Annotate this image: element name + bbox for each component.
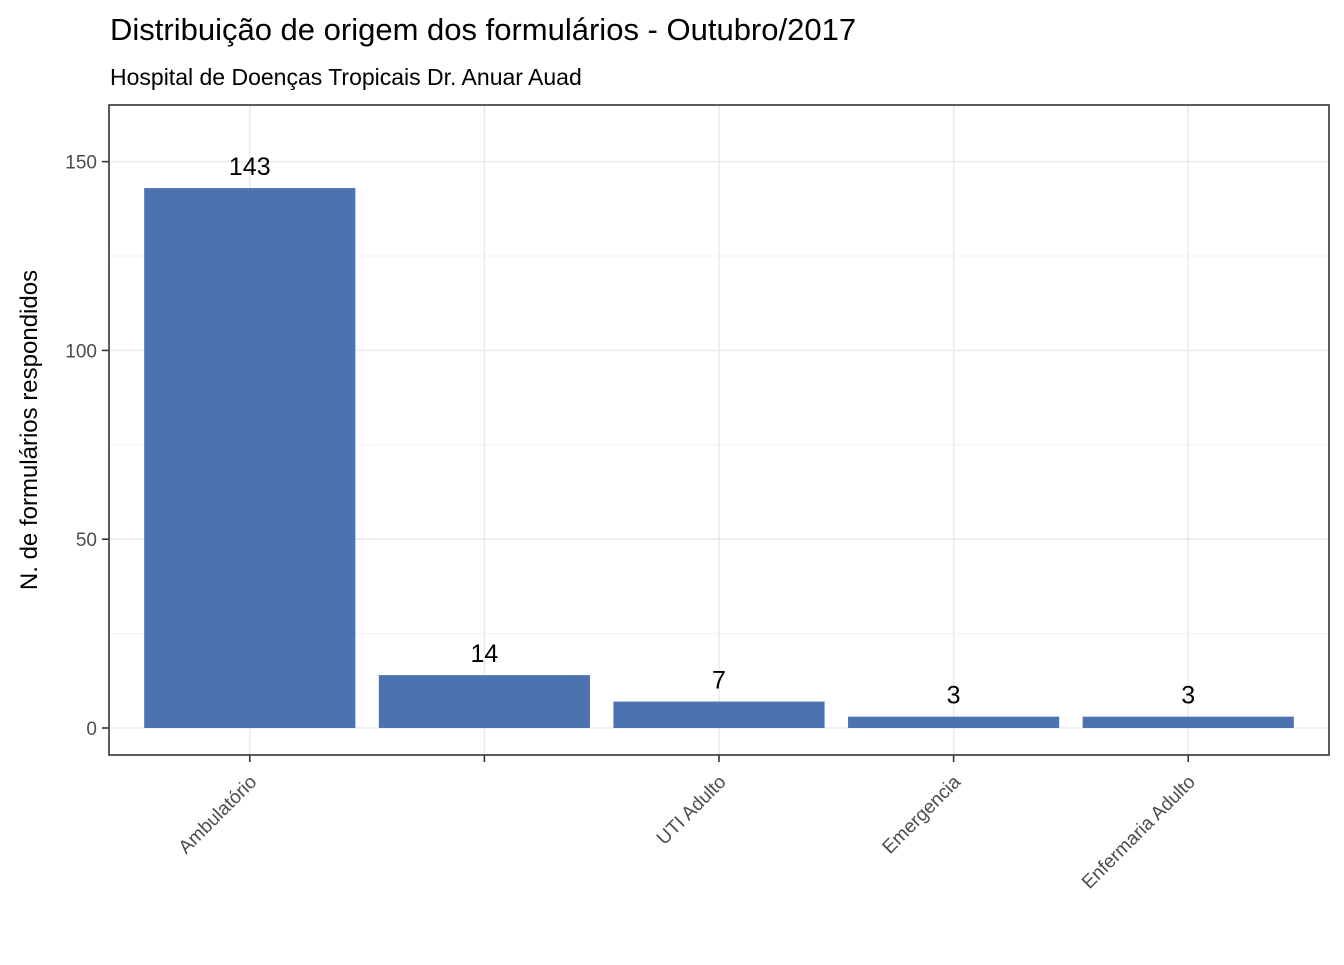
- bars: [144, 188, 1294, 729]
- y-tick-label: 0: [86, 719, 97, 740]
- data-label: 143: [229, 153, 271, 181]
- data-label: 14: [470, 640, 498, 668]
- y-axis-label: N. de formulários respondidos: [16, 270, 43, 590]
- y-tick-label: 150: [65, 153, 97, 174]
- bar: [144, 188, 356, 729]
- chart-title: Distribuição de origem dos formulários -…: [110, 12, 856, 47]
- bar: [378, 675, 590, 729]
- bar: [1082, 716, 1294, 729]
- data-label: 3: [1181, 682, 1195, 710]
- x-tick-label: UTI Adulto: [653, 772, 731, 850]
- y-axis: 0 50 100 150: [65, 153, 109, 740]
- chart-subtitle: Hospital de Doenças Tropicais Dr. Anuar …: [110, 64, 582, 90]
- bar: [613, 701, 825, 729]
- bar: [848, 716, 1060, 729]
- x-tick-label: Enfermaria Adulto: [1078, 772, 1200, 894]
- data-label: 3: [947, 682, 961, 710]
- data-labels: 143 14 7 3 3: [229, 153, 1195, 710]
- y-tick-label: 50: [76, 530, 97, 551]
- data-label: 7: [712, 667, 726, 695]
- x-axis: Ambulatório UTI Adulto Emergencia Enfermari…: [175, 755, 1200, 893]
- x-tick-label: Emergencia: [879, 771, 966, 858]
- x-tick-label: Ambulatório: [175, 772, 262, 859]
- y-tick-label: 100: [65, 341, 97, 362]
